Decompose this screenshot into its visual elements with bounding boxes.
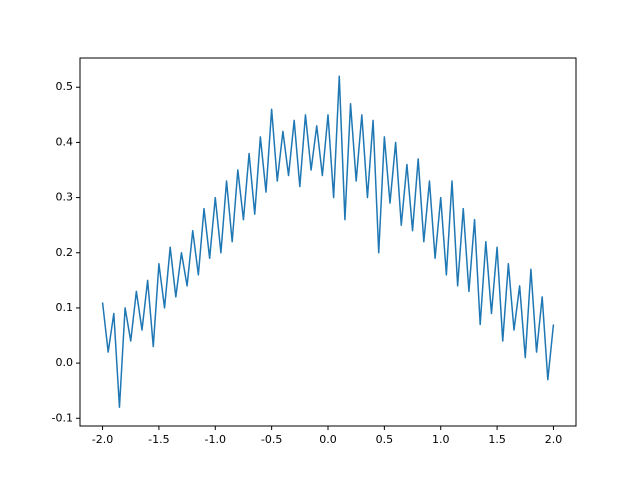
y-tick-label: 0.5 <box>56 80 74 93</box>
y-tick-label: 0.2 <box>56 246 74 259</box>
x-tick-label: -1.5 <box>148 433 169 446</box>
x-tick-label: 0.0 <box>319 433 337 446</box>
axes-frame <box>79 57 577 427</box>
x-tick-label: 2.0 <box>545 433 563 446</box>
y-tick-label: -0.1 <box>52 411 73 424</box>
x-tick-label: 0.5 <box>376 433 394 446</box>
y-tick-label: 0.3 <box>56 191 74 204</box>
x-tick-label: -2.0 <box>92 433 113 446</box>
x-tick-label: 1.5 <box>488 433 506 446</box>
x-tick-label: 1.0 <box>432 433 450 446</box>
y-tick-label: 0.0 <box>56 356 74 369</box>
x-tick-label: -0.5 <box>261 433 282 446</box>
y-tick-label: 0.1 <box>56 301 74 314</box>
line <box>101 75 555 408</box>
x-tick-label: -1.0 <box>205 433 226 446</box>
y-tick-label: 0.4 <box>56 135 74 148</box>
